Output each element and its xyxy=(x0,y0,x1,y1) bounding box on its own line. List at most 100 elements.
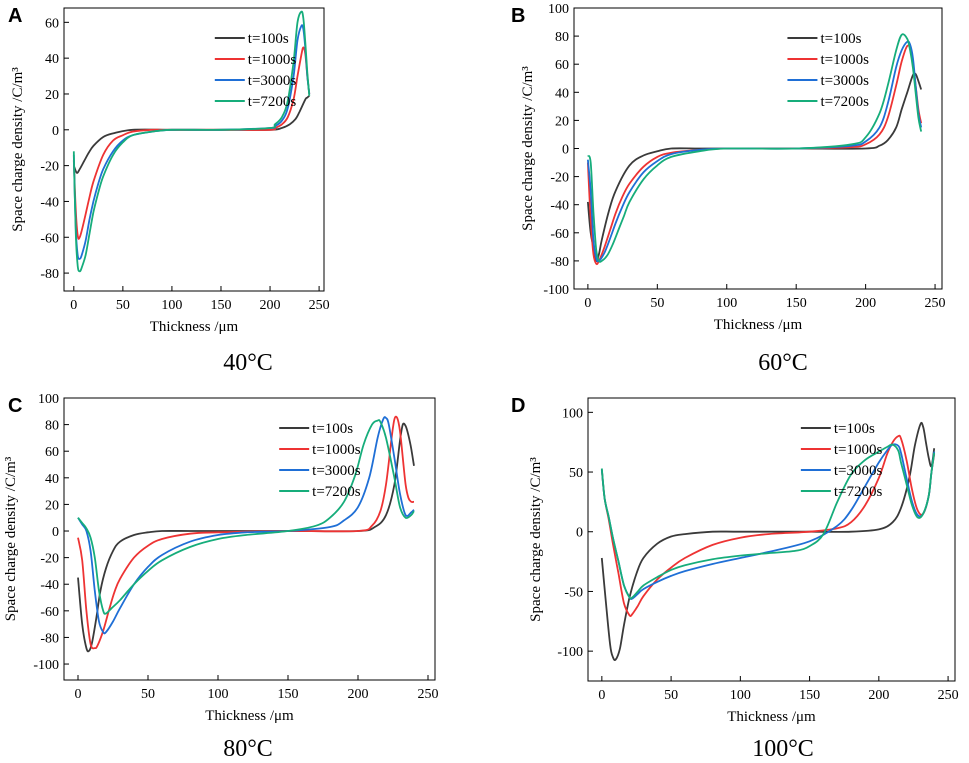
x-tick-label: 100 xyxy=(716,296,737,311)
y-tick-label: -100 xyxy=(543,283,569,298)
x-tick-label: 0 xyxy=(70,298,77,313)
series-line-t7200 xyxy=(600,443,936,600)
y-tick-label: 0 xyxy=(52,124,59,139)
legend-label: t=1000s xyxy=(820,52,869,68)
panel-letter: C xyxy=(8,395,22,417)
y-tick-label: -100 xyxy=(33,658,59,673)
y-tick-label: 0 xyxy=(562,143,569,158)
x-tick-label: 200 xyxy=(348,687,369,702)
x-tick-label: 150 xyxy=(799,688,820,703)
x-tick-label: 50 xyxy=(116,298,130,313)
x-tick-label: 250 xyxy=(418,687,439,702)
plot-frame xyxy=(587,397,956,682)
x-tick-label: 200 xyxy=(260,298,281,313)
y-tick-label: 80 xyxy=(555,30,569,45)
y-tick-label: 60 xyxy=(555,58,569,73)
chart-panel-b: B 0 50 100 150 200 250 -100 -80 -60 -40 -20 0 20 40 60 8… xyxy=(511,2,946,376)
x-tick-label: 250 xyxy=(925,296,946,311)
y-tick-label: 20 xyxy=(45,88,59,103)
series-line-t7200 xyxy=(72,10,311,273)
series-line-t1000 xyxy=(600,434,936,618)
y-tick-label: 80 xyxy=(45,419,59,434)
y-axis-label: Space charge density /C/m³ xyxy=(3,456,19,621)
legend-label: t=3000s xyxy=(820,73,869,89)
x-tick-label: 0 xyxy=(75,687,82,702)
y-tick-label: -80 xyxy=(40,267,59,282)
series-line-t3000 xyxy=(587,40,923,263)
y-tick-label: -40 xyxy=(550,199,569,214)
legend-label: t=3000s xyxy=(834,463,883,479)
y-tick-label: 40 xyxy=(45,472,59,487)
x-tick-label: 100 xyxy=(730,688,751,703)
y-tick-label: -100 xyxy=(557,645,583,660)
y-tick-label: 100 xyxy=(548,2,569,17)
series-line-t100 xyxy=(587,72,923,262)
y-tick-label: 60 xyxy=(45,16,59,31)
y-tick-label: -60 xyxy=(550,227,569,242)
y-tick-label: 20 xyxy=(555,114,569,129)
temperature-label: 80°C xyxy=(223,736,273,762)
y-tick-label: 0 xyxy=(52,525,59,540)
legend-label: t=3000s xyxy=(312,463,361,479)
legend-label: t=100s xyxy=(820,31,861,47)
y-tick-label: -40 xyxy=(40,578,59,593)
legend-label: t=100s xyxy=(248,31,289,47)
x-tick-label: 250 xyxy=(309,298,330,313)
x-tick-label: 200 xyxy=(855,296,876,311)
y-tick-label: -20 xyxy=(40,552,59,567)
x-tick-label: 150 xyxy=(210,298,231,313)
chart-panel-a: A 0 50 100 150 200 250 -80 -60 -40 -20 0 20 40 60 Thick… xyxy=(8,5,330,376)
plot-frame xyxy=(63,7,325,292)
y-tick-label: -20 xyxy=(550,171,569,186)
x-tick-label: 150 xyxy=(278,687,299,702)
legend-label: t=100s xyxy=(834,421,875,437)
y-tick-label: -60 xyxy=(40,605,59,620)
series-line-t1000 xyxy=(587,44,923,266)
series-line-t7200 xyxy=(77,419,415,615)
y-tick-label: -20 xyxy=(40,160,59,175)
panel-letter: B xyxy=(511,5,525,27)
chart-panel-d: D 0 50 100 150 200 250 -100 -50 0 50 100 Thickness /… xyxy=(511,395,959,762)
x-tick-label: 100 xyxy=(161,298,182,313)
chart-panel-c: C 0 50 100 150 200 250 -100 -80 -60 -40 -20 0 20 40 60 8… xyxy=(3,392,439,762)
panel-letter: A xyxy=(8,5,22,27)
legend-label: t=1000s xyxy=(312,442,361,458)
y-tick-label: 50 xyxy=(569,466,583,481)
x-tick-label: 250 xyxy=(938,688,959,703)
legend-label: t=100s xyxy=(312,421,353,437)
series-line-t1000 xyxy=(77,415,415,650)
x-axis-label: Thickness /μm xyxy=(150,319,239,335)
y-tick-label: -50 xyxy=(564,585,583,600)
x-tick-label: 50 xyxy=(650,296,664,311)
y-tick-label: 100 xyxy=(38,392,59,407)
y-tick-label: 100 xyxy=(562,406,583,421)
x-tick-label: 150 xyxy=(786,296,807,311)
legend-label: t=1000s xyxy=(834,442,883,458)
y-axis-label: Space charge density /C/m³ xyxy=(520,66,536,231)
legend-label: t=3000s xyxy=(248,73,297,89)
legend-label: t=1000s xyxy=(248,52,297,68)
legend-label: t=7200s xyxy=(820,94,869,110)
series-line-t100 xyxy=(77,422,415,653)
temperature-label: 60°C xyxy=(758,350,808,376)
x-tick-label: 0 xyxy=(584,296,591,311)
legend-label: t=7200s xyxy=(248,94,297,110)
x-tick-label: 50 xyxy=(141,687,155,702)
x-tick-label: 0 xyxy=(598,688,605,703)
temperature-label: 40°C xyxy=(223,350,273,376)
x-tick-label: 100 xyxy=(208,687,229,702)
series-line-t7200 xyxy=(587,33,923,263)
y-tick-label: -40 xyxy=(40,195,59,210)
y-tick-label: 20 xyxy=(45,498,59,513)
y-tick-label: 40 xyxy=(555,86,569,101)
x-tick-label: 200 xyxy=(868,688,889,703)
y-tick-label: 40 xyxy=(45,52,59,67)
x-axis-label: Thickness /μm xyxy=(714,317,803,333)
x-axis-label: Thickness /μm xyxy=(205,708,294,724)
series-line-t3000 xyxy=(77,416,415,635)
x-axis-label: Thickness /μm xyxy=(727,709,816,725)
y-tick-label: -80 xyxy=(550,255,569,270)
y-tick-label: 0 xyxy=(576,526,583,541)
temperature-label: 100°C xyxy=(752,736,814,762)
